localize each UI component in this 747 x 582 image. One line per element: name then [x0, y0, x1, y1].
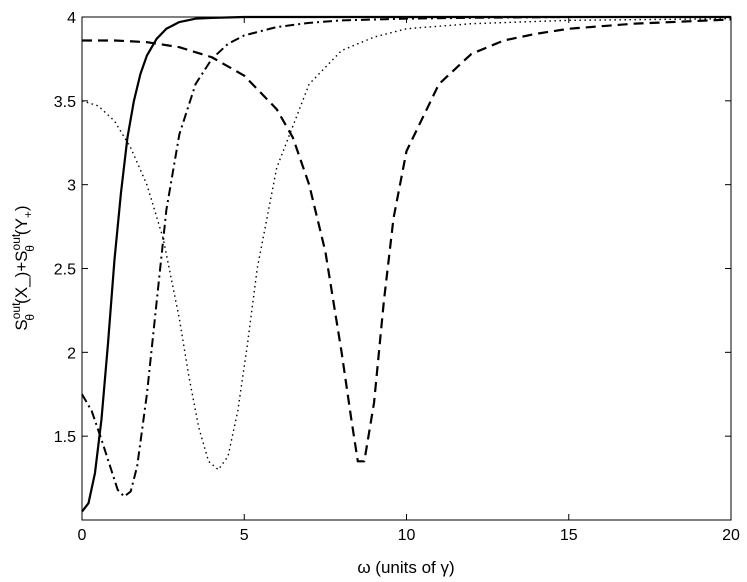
- x-tick-label: 20: [722, 527, 740, 544]
- y-tick-label: 4: [67, 10, 76, 27]
- y-tick-label: 3.5: [54, 94, 76, 111]
- series-group: [81, 15, 732, 513]
- series-line-dashdot: [81, 16, 731, 498]
- x-tick-label: 10: [398, 527, 416, 544]
- y-tick-label: 3: [67, 178, 76, 195]
- series-line-solid: [81, 15, 731, 513]
- y-tick-label: 2.5: [54, 262, 76, 279]
- x-axis-title: ω (units of γ): [357, 558, 454, 577]
- x-tick-label: 15: [560, 527, 578, 544]
- y-axis-title: Soutθ(X_)+Soutθ(Y+): [9, 205, 37, 330]
- tick-labels: 0 5 10 15 20 1.5 2 2.5 3 3.5 4: [54, 10, 740, 544]
- plot-area: [81, 16, 732, 521]
- y-tick-label: 1.5: [54, 429, 76, 446]
- y-tick-label: 2: [67, 345, 76, 362]
- series-line-dashed: [82, 18, 732, 463]
- x-tick-label: 0: [78, 527, 87, 544]
- x-tick-label: 5: [240, 527, 249, 544]
